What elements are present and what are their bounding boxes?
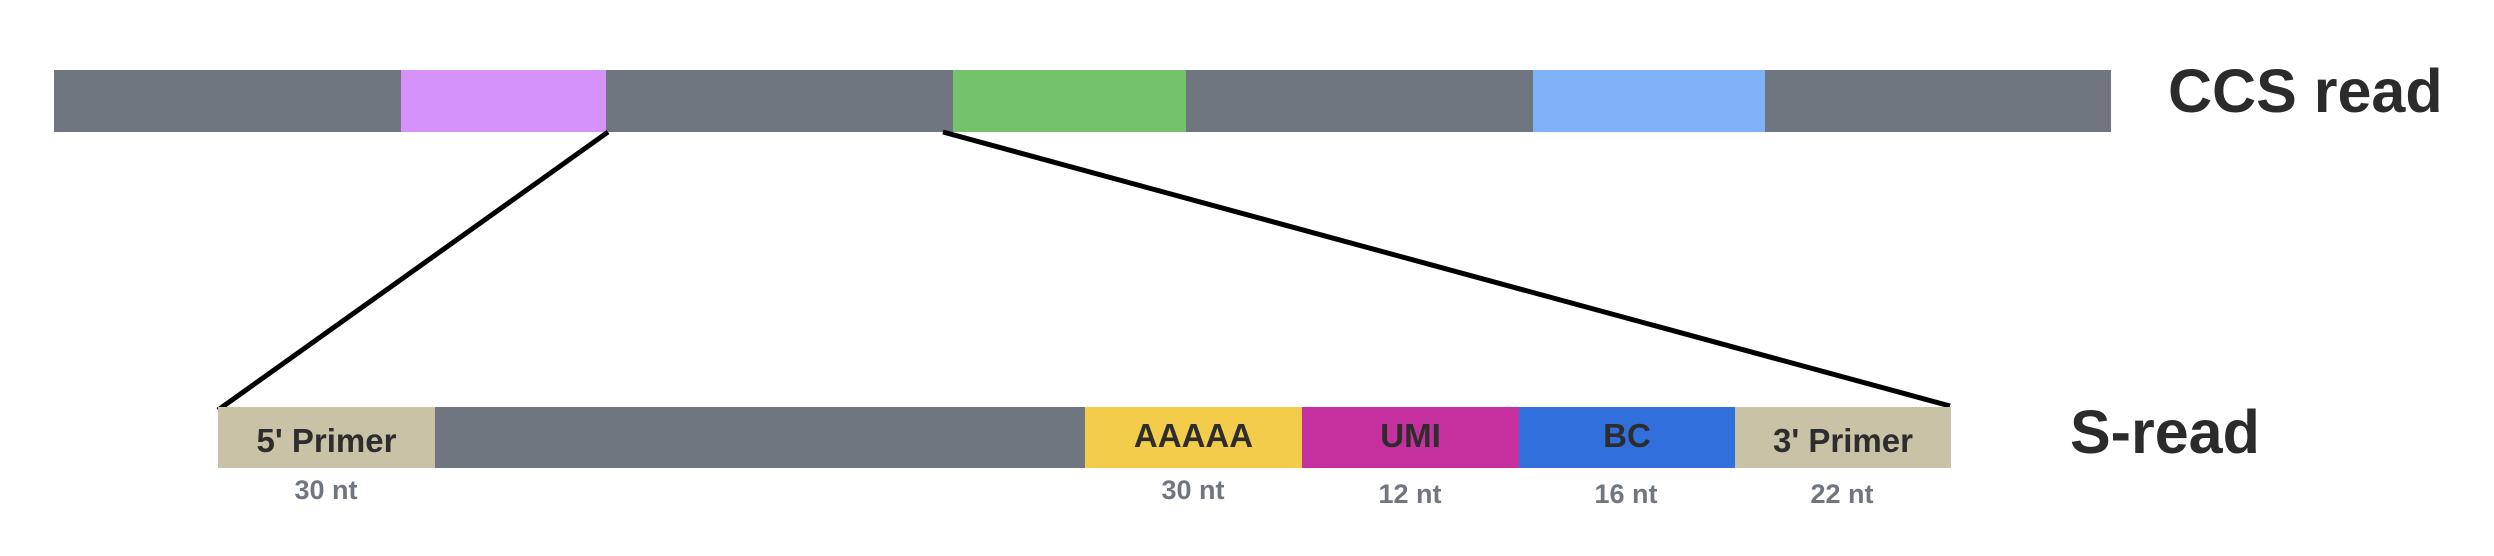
s-segment-5-primer-length: 30 nt xyxy=(294,475,358,505)
s-read-label: S-read xyxy=(2070,398,2260,466)
right-zoom-line xyxy=(942,129,1951,409)
s-read-bar: 5' Primer AAAAA UMI BC 3' Primer xyxy=(218,407,1951,468)
s-segment-bc-length: 16 nt xyxy=(1594,479,1658,509)
s-segment-bc: BC xyxy=(1519,407,1735,468)
ccs-segment-4 xyxy=(953,70,1186,132)
s-segment-3-primer-length: 22 nt xyxy=(1810,479,1874,509)
s-segment-umi: UMI xyxy=(1302,407,1519,468)
s-segment-umi-label: UMI xyxy=(1380,416,1441,454)
ccs-read-bar xyxy=(54,70,2111,132)
s-segment-bc-label: BC xyxy=(1603,416,1651,454)
ccs-segment-2 xyxy=(401,70,606,132)
s-segment-polya: AAAAA xyxy=(1085,407,1302,468)
ccs-segment-3 xyxy=(606,70,953,132)
s-segment-polya-label: AAAAA xyxy=(1133,416,1254,454)
s-segment-insert xyxy=(435,407,1085,468)
ccs-read-label: CCS read xyxy=(2168,57,2443,125)
s-segment-3-primer: 3' Primer xyxy=(1735,407,1951,468)
s-segment-umi-length: 12 nt xyxy=(1378,479,1442,509)
s-segment-3-primer-label: 3' Primer xyxy=(1773,421,1913,459)
ccs-segment-5 xyxy=(1186,70,1533,132)
left-zoom-line xyxy=(216,129,610,413)
ccs-segment-1 xyxy=(54,70,401,132)
ccs-segment-7 xyxy=(1765,70,2111,132)
s-segment-polya-length: 30 nt xyxy=(1161,475,1225,505)
s-segment-5-primer: 5' Primer xyxy=(218,407,435,468)
ccs-segment-6 xyxy=(1533,70,1765,132)
s-segment-5-primer-label: 5' Primer xyxy=(256,421,397,459)
